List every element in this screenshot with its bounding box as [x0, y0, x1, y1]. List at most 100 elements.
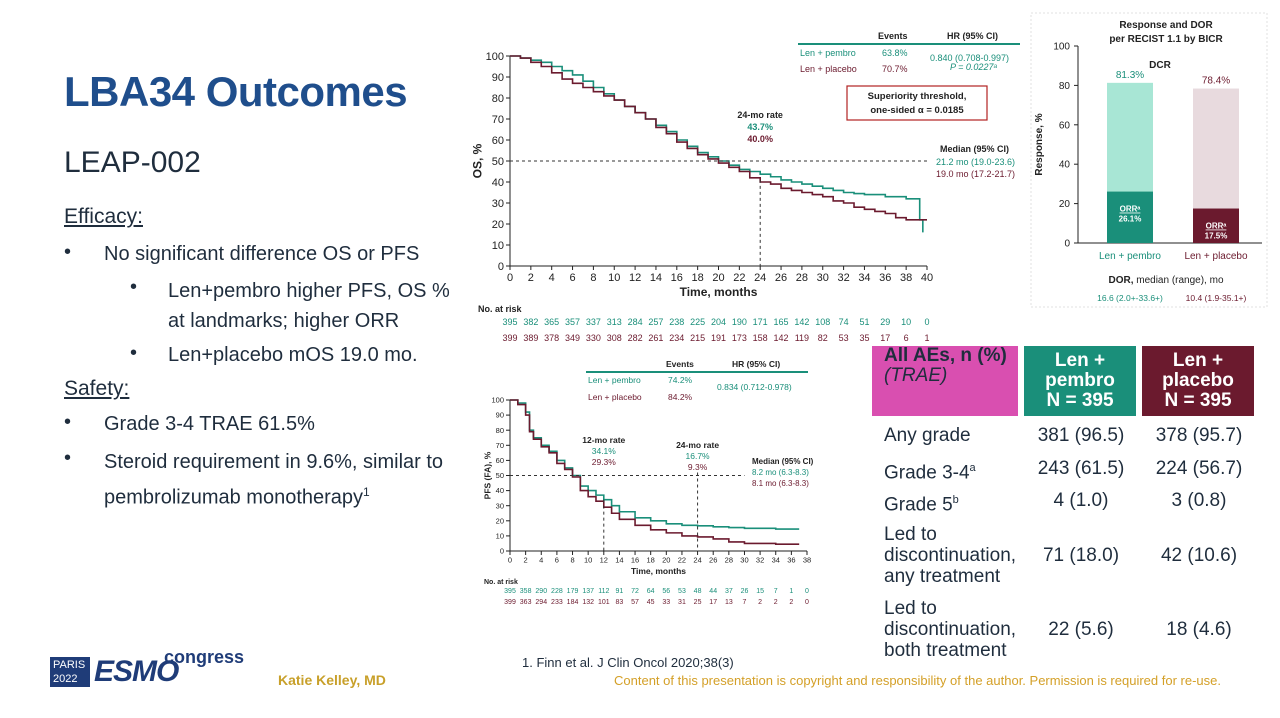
legend-label-placebo: Len + placebo	[588, 392, 642, 402]
risk-value-placebo: 399	[502, 333, 517, 343]
logo-city: PARIS	[53, 659, 86, 671]
row-value-pembro: 71 (18.0)	[1042, 545, 1120, 566]
risk-value-pembro: 64	[647, 588, 655, 595]
risk-value-placebo: 330	[586, 333, 601, 343]
row-value-placebo: 42 (10.6)	[1160, 545, 1238, 566]
risk-value-placebo: 33	[662, 599, 670, 606]
x-tick-label: 18	[647, 556, 655, 565]
risk-value-placebo: 2	[774, 599, 778, 606]
risk-value-pembro: 7	[774, 588, 778, 595]
x-tick-label: 24	[754, 272, 766, 284]
risk-value-pembro: 53	[678, 588, 686, 595]
x-tick-label: 40	[921, 272, 933, 284]
risk-value-placebo: 349	[565, 333, 580, 343]
esmo-logo: PARIS 2022 ESMO congress	[50, 647, 244, 691]
risk-value-placebo: 234	[669, 333, 684, 343]
risk-value-placebo: 389	[523, 333, 538, 343]
median-label: Median (95% CI)	[752, 457, 814, 466]
x-tick-label: 16	[671, 272, 683, 284]
x-tick-label: 26	[709, 556, 717, 565]
risk-value-placebo: 215	[690, 333, 705, 343]
threshold-line-2: one-sided α = 0.0185	[870, 105, 964, 116]
risk-value-pembro: 29	[880, 317, 890, 327]
header-placebo-line2: placebo	[1162, 370, 1234, 391]
y-tick-label: 30	[492, 198, 504, 210]
y-tick-label: 80	[496, 426, 504, 435]
risk-value-placebo: 158	[753, 333, 768, 343]
legend-hr: 0.834 (0.712-0.978)	[717, 382, 792, 392]
dcr-value-label: 81.3%	[1116, 70, 1144, 81]
bullet-dot: •	[64, 411, 72, 433]
risk-value-pembro: 357	[565, 317, 580, 327]
rate24-value-pembro: 16.7%	[686, 451, 711, 461]
risk-value-pembro: 190	[732, 317, 747, 327]
risk-title: No. at risk	[478, 304, 523, 314]
x-tick-label: 12	[629, 272, 641, 284]
row-value-placebo: 18 (4.6)	[1166, 619, 1232, 640]
x-tick-label: 32	[756, 556, 764, 565]
risk-value-pembro: 204	[711, 317, 726, 327]
y-axis-title: PFS (FA), %	[483, 451, 493, 499]
risk-value-placebo: 132	[582, 599, 594, 606]
rate12-label: 12-mo rate	[582, 435, 625, 445]
dcr-label: DCR	[1149, 60, 1171, 71]
risk-value-placebo: 13	[725, 599, 733, 606]
legend-events-pembro: 74.2%	[668, 375, 693, 385]
y-tick-label: 50	[496, 471, 504, 480]
chart-title-line-1: Response and DOR	[1119, 20, 1213, 31]
risk-title: No. at risk	[484, 579, 518, 586]
risk-value-placebo: 399	[504, 599, 516, 606]
series-line-pembro	[510, 399, 800, 530]
x-tick-label: 12	[600, 556, 608, 565]
row-label: Any grade	[884, 425, 971, 446]
y-tick-label: 20	[496, 516, 504, 525]
y-tick-label: 60	[492, 135, 504, 147]
rate12-value-pembro: 34.1%	[592, 446, 617, 456]
bullet-dot: •	[64, 447, 72, 469]
legend-label-placebo: Len + placebo	[800, 64, 857, 74]
bar-orr	[1107, 191, 1153, 243]
y-tick-label: 0	[500, 547, 504, 556]
risk-value-placebo: 261	[648, 333, 663, 343]
risk-value-pembro: 395	[502, 317, 517, 327]
risk-value-placebo: 45	[647, 599, 655, 606]
orr-label: ORRᵃ	[1120, 205, 1141, 214]
median-value-pembro: 21.2 mo (19.0-23.6)	[936, 157, 1015, 167]
risk-value-placebo: 294	[535, 599, 547, 606]
legend-events-placebo: 70.7%	[882, 64, 908, 74]
x-tick-label: 28	[796, 272, 808, 284]
risk-value-pembro: 395	[504, 588, 516, 595]
x-tick-label: 22	[678, 556, 686, 565]
y-tick-label: 70	[496, 441, 504, 450]
safety-bullet-2-text: Steroid requirement in 9.6%, similar to …	[104, 451, 444, 509]
x-axis-title: Time, months	[631, 566, 686, 576]
median-value-placebo: 19.0 mo (17.2-21.7)	[936, 169, 1015, 179]
risk-value-pembro: 337	[586, 317, 601, 327]
row-label: Grade 3-4	[884, 462, 970, 484]
risk-value-placebo: 25	[694, 599, 702, 606]
risk-value-placebo: 363	[520, 599, 532, 606]
y-tick-label: 10	[496, 532, 504, 541]
x-tick-label: 4	[549, 272, 555, 284]
x-tick-label: 6	[569, 272, 575, 284]
risk-value-placebo: 17	[880, 333, 890, 343]
risk-value-placebo: 378	[544, 333, 559, 343]
risk-value-pembro: 225	[690, 317, 705, 327]
series-line-placebo	[510, 399, 800, 546]
category-label: Len + placebo	[1184, 251, 1248, 262]
bullet-dot: •	[130, 342, 138, 364]
threshold-line-1: Superiority threshold,	[868, 91, 967, 102]
row-label: Led to discontinuation, any treatment	[884, 524, 1017, 587]
risk-value-pembro: 91	[616, 588, 624, 595]
x-tick-label: 10	[608, 272, 620, 284]
risk-value-pembro: 15	[756, 588, 764, 595]
y-tick-label: 70	[492, 114, 504, 126]
risk-value-pembro: 284	[628, 317, 643, 327]
risk-value-pembro: 112	[598, 588, 609, 595]
risk-value-placebo: 101	[598, 599, 610, 606]
y-axis-title: OS, %	[470, 143, 484, 178]
risk-value-pembro: 257	[648, 317, 663, 327]
dor-title-bold: DOR,	[1108, 275, 1133, 286]
x-tick-label: 24	[693, 556, 701, 565]
legend-header-hr: HR (95% CI)	[732, 359, 780, 369]
